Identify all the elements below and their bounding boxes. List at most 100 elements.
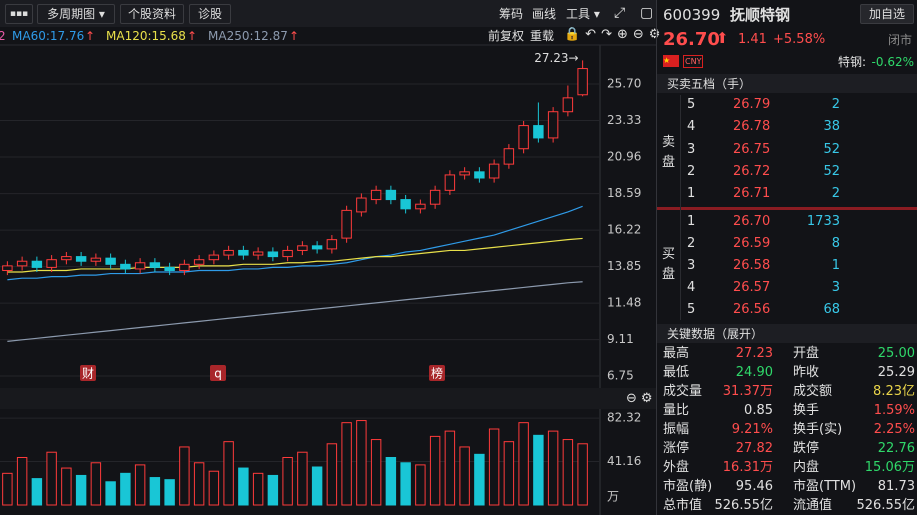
book-volume: 8 bbox=[831, 236, 840, 251]
market-status: 闭市 bbox=[887, 33, 912, 47]
candle-body bbox=[105, 257, 116, 265]
key-data-title: 关键数据（展开） bbox=[667, 327, 764, 341]
volume-bar bbox=[2, 472, 13, 506]
volume-bar bbox=[370, 439, 382, 506]
draw-button[interactable]: 画线 bbox=[532, 7, 557, 21]
book-price: 26.72 bbox=[733, 164, 771, 179]
chart: 6.75 9.11 11.48 13.85 16.22 18.59 20.96 23.33 25… bbox=[0, 44, 656, 515]
key-value: 16.31万 bbox=[722, 460, 773, 475]
candle-body bbox=[341, 209, 352, 239]
book-volume: 1733 bbox=[806, 214, 840, 229]
book-price: 26.71 bbox=[733, 186, 771, 201]
event-marker-bg bbox=[210, 365, 226, 381]
candle-body bbox=[282, 249, 293, 258]
diagnose-button[interactable]: 诊股 bbox=[189, 4, 231, 24]
tools-button[interactable]: 工具 ▾ bbox=[566, 7, 600, 21]
book-volume: 2 bbox=[831, 186, 840, 201]
volume-bar bbox=[179, 446, 190, 506]
profile-button[interactable]: 个股资料 bbox=[120, 4, 184, 24]
candle-body bbox=[429, 189, 441, 205]
volume-bar bbox=[429, 435, 441, 506]
key-label: 最低 bbox=[663, 365, 690, 380]
currency: CNY bbox=[683, 55, 704, 68]
key-value: 95.46 bbox=[735, 479, 773, 494]
price-change-pct: +5.58% bbox=[773, 32, 826, 47]
menu-icon[interactable]: ▪▪▪ bbox=[5, 4, 33, 24]
book-volume: 3 bbox=[831, 280, 840, 295]
watch-button[interactable]: 加自选 bbox=[860, 4, 914, 24]
candle-body bbox=[252, 251, 264, 256]
book-level: 3 bbox=[687, 142, 696, 157]
y-tick-label: 25.70 bbox=[607, 76, 641, 90]
candle-body bbox=[31, 260, 43, 268]
key-value: 1.59% bbox=[873, 403, 915, 418]
key-value: 15.06万 bbox=[864, 460, 915, 475]
reload-button[interactable]: 重载 bbox=[530, 29, 555, 43]
key-label: 换手 bbox=[793, 403, 820, 418]
fullscreen-icon[interactable]: ⤢ bbox=[614, 5, 626, 21]
key-value: 24.90 bbox=[735, 365, 773, 380]
chips-button[interactable]: 筹码 bbox=[499, 7, 524, 21]
adjust-button[interactable]: 前复权 bbox=[488, 29, 525, 43]
volume-bar bbox=[134, 464, 146, 506]
book-level: 4 bbox=[687, 280, 696, 295]
book-level: 3 bbox=[687, 258, 696, 273]
key-value: 2.25% bbox=[873, 422, 915, 437]
key-label: 总市值 bbox=[663, 498, 703, 513]
candle-body bbox=[533, 125, 544, 139]
book-price: 26.58 bbox=[733, 258, 771, 273]
window-icon[interactable]: ▢ bbox=[640, 5, 654, 21]
sector-name: 特钢: bbox=[838, 55, 867, 69]
key-value: 9.21% bbox=[731, 422, 773, 437]
candle-body bbox=[385, 189, 397, 201]
y-tick-label: 82.32 bbox=[607, 411, 641, 425]
volume-bar bbox=[385, 457, 397, 506]
ma-legend-clipped: 2 bbox=[0, 29, 6, 43]
volume-icons[interactable]: ⊖⚙ bbox=[626, 391, 657, 406]
volume-bar bbox=[415, 464, 426, 506]
key-label: 量比 bbox=[663, 403, 690, 418]
volume-bar bbox=[356, 420, 367, 506]
ma-line bbox=[7, 205, 583, 281]
volume-bar bbox=[341, 422, 352, 506]
volume-bar bbox=[90, 462, 102, 506]
chart-icons[interactable]: 🔒↶↷⊕⊖⚙ bbox=[564, 27, 666, 42]
y-tick-label: 6.75 bbox=[607, 369, 634, 383]
candle-body bbox=[370, 189, 382, 201]
book-volume: 2 bbox=[831, 97, 840, 112]
key-label: 开盘 bbox=[793, 346, 820, 361]
order-book-title: 买卖五档（手） bbox=[667, 77, 752, 91]
ma-legend: MA60:17.76 bbox=[12, 29, 85, 43]
volume-bar bbox=[252, 472, 264, 506]
section-bar bbox=[657, 74, 917, 93]
candle-body bbox=[577, 68, 588, 96]
key-value: 25.00 bbox=[877, 346, 915, 361]
y-tick-label: 18.59 bbox=[607, 186, 641, 200]
section-bar bbox=[657, 324, 917, 343]
event-marker: 榜 bbox=[431, 366, 443, 381]
volume-bar bbox=[518, 422, 529, 506]
y-tick-label: 23.33 bbox=[607, 113, 641, 127]
stock-code: 600399 bbox=[663, 6, 721, 24]
volume-bar bbox=[16, 457, 28, 506]
candle-body bbox=[311, 245, 323, 250]
volume-bar bbox=[31, 478, 43, 506]
key-value: 22.76 bbox=[877, 441, 915, 456]
candle-body bbox=[326, 239, 338, 250]
candle-body bbox=[238, 249, 249, 256]
book-separator bbox=[657, 207, 917, 210]
volume-bar bbox=[105, 481, 116, 506]
book-level: 5 bbox=[687, 97, 696, 112]
volume-bar bbox=[267, 474, 279, 506]
candle-body bbox=[75, 256, 87, 262]
multi-period-button[interactable]: 多周期图 ▾ bbox=[37, 4, 115, 24]
book-divider bbox=[680, 95, 681, 320]
annotation: 27.23→ bbox=[534, 51, 578, 65]
ma-line bbox=[7, 237, 583, 273]
volume-bar bbox=[238, 467, 249, 506]
volume-bar bbox=[75, 474, 87, 506]
key-value: 0.85 bbox=[744, 403, 773, 418]
book-volume: 68 bbox=[823, 302, 840, 317]
divider bbox=[656, 0, 657, 515]
candle-body bbox=[179, 263, 190, 271]
